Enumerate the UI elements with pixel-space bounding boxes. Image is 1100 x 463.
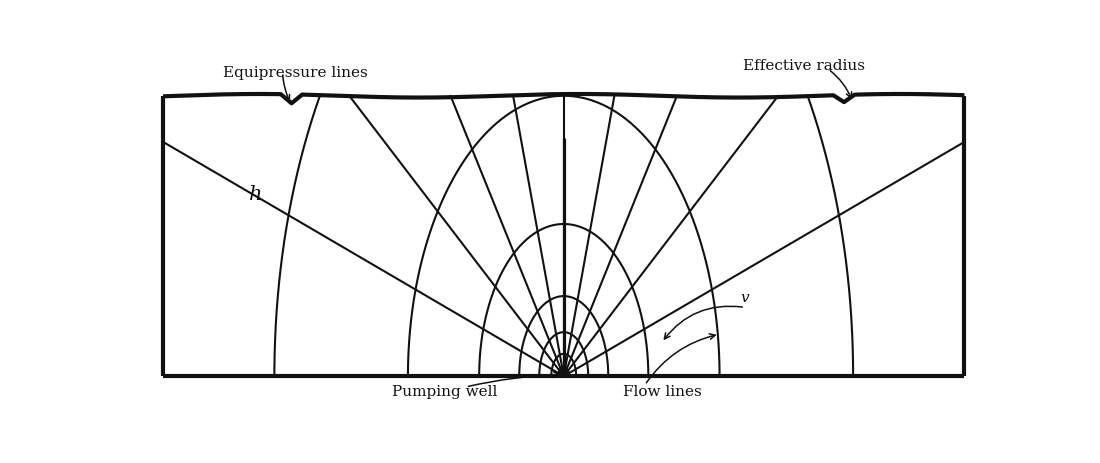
Text: v: v [741,290,749,304]
Text: Flow lines: Flow lines [624,384,702,398]
Text: Effective radius: Effective radius [742,59,865,73]
Text: h: h [249,185,262,204]
Text: Pumping well: Pumping well [392,384,497,398]
Text: Equipressure lines: Equipressure lines [222,66,367,80]
